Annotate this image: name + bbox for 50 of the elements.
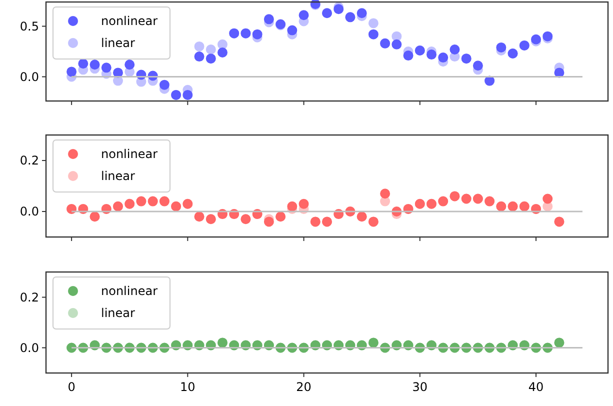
point: [392, 31, 402, 42]
point: [206, 54, 216, 64]
y-tick-label: 0.0: [20, 340, 39, 355]
point: [287, 201, 298, 212]
legend-label: linear: [101, 36, 136, 50]
point: [159, 80, 170, 90]
point: [90, 60, 100, 70]
point: [496, 42, 506, 52]
point: [392, 39, 402, 50]
point: [368, 29, 378, 40]
point: [450, 44, 460, 54]
point: [252, 29, 262, 40]
legend-label: nonlinear: [101, 14, 158, 28]
y-tick-label: 0.0: [20, 204, 39, 219]
legend-label: nonlinear: [101, 284, 158, 298]
legend-label: linear: [101, 169, 136, 184]
point: [101, 62, 112, 73]
x-tick-label: 20: [296, 380, 312, 394]
point: [264, 216, 274, 227]
point: [356, 8, 367, 18]
point: [217, 39, 228, 50]
point: [194, 41, 204, 52]
point: [298, 10, 309, 20]
point: [124, 60, 135, 70]
y-tick-label: 0.5: [20, 19, 39, 34]
point: [368, 18, 378, 28]
point: [206, 44, 216, 54]
y-tick-label: 0.0: [20, 70, 39, 84]
point: [66, 66, 77, 77]
point: [298, 198, 309, 209]
point: [438, 52, 448, 63]
x-tick-label: 0: [68, 380, 76, 394]
point: [264, 14, 274, 24]
point: [472, 60, 483, 71]
point: [217, 48, 228, 58]
y-tick-label: 0.2: [20, 154, 39, 168]
point: [542, 194, 553, 204]
legend-label: linear: [101, 306, 136, 320]
x-tick-label: 30: [412, 380, 428, 394]
point: [194, 52, 204, 62]
point: [287, 25, 298, 36]
y-tick-label: 0.2: [20, 290, 39, 304]
legend-label: nonlinear: [101, 147, 158, 162]
point: [182, 90, 193, 100]
point: [380, 188, 390, 199]
x-tick-label: 40: [528, 380, 544, 394]
point: [403, 50, 414, 61]
x-tick-label: 10: [180, 380, 196, 394]
point: [78, 58, 88, 69]
point: [426, 50, 437, 60]
